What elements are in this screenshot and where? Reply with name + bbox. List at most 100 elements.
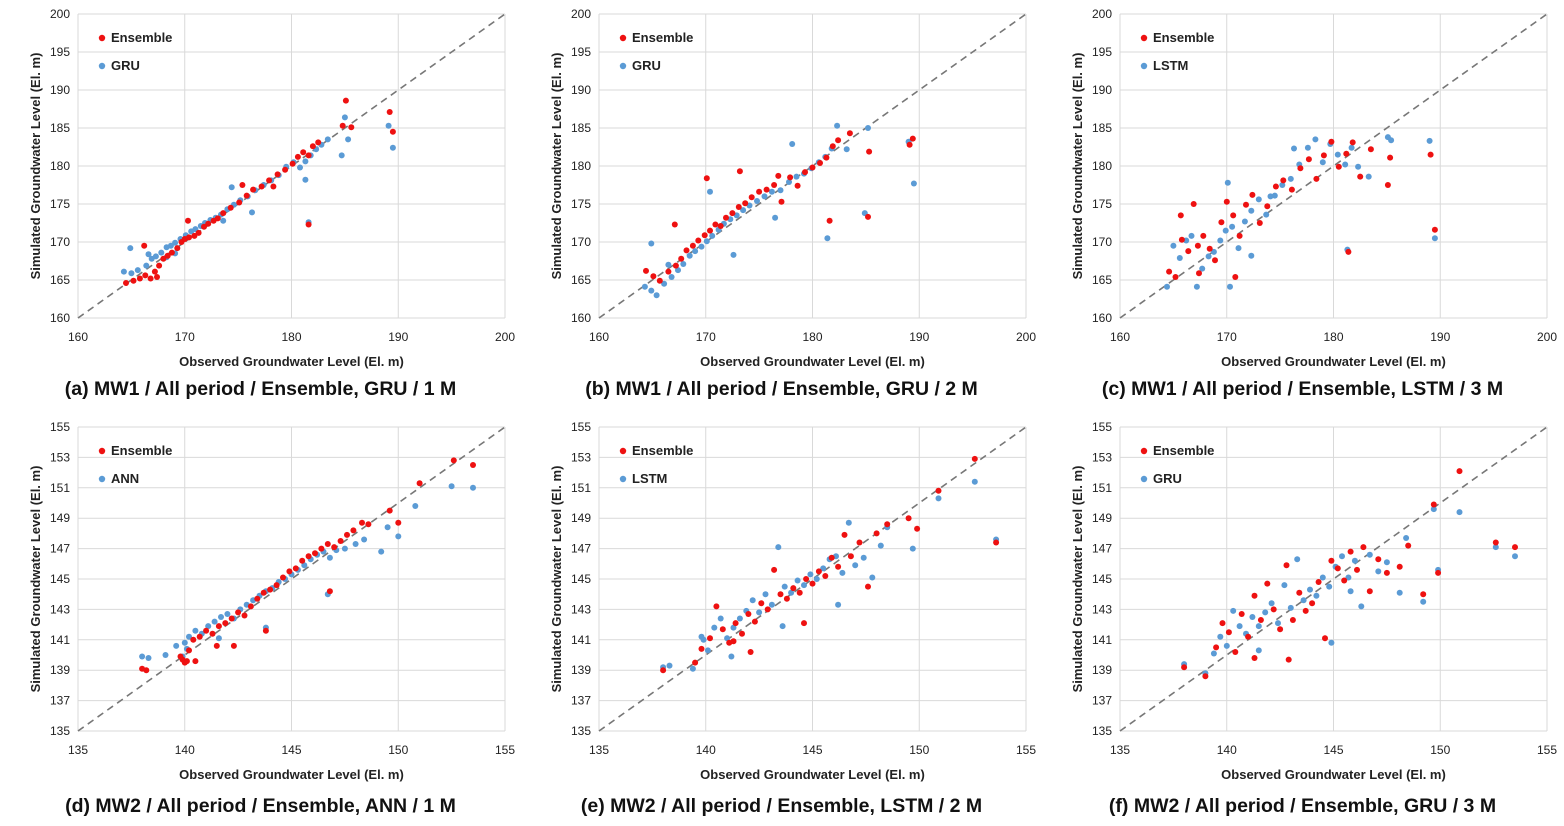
- point-model: [1403, 535, 1410, 541]
- point-ensemble: [222, 620, 229, 627]
- point-ensemble: [143, 667, 150, 674]
- point-ensemble: [809, 164, 816, 171]
- point-ensemble: [1264, 580, 1271, 587]
- point-model: [134, 267, 141, 274]
- point-ensemble: [339, 122, 346, 129]
- y-tick-label: 137: [50, 694, 70, 708]
- point-model: [470, 484, 476, 491]
- point-ensemble: [174, 245, 181, 252]
- point-model: [661, 280, 668, 287]
- y-tick-label: 153: [1092, 450, 1112, 464]
- point-ensemble: [386, 507, 393, 514]
- point-ensemble: [1225, 629, 1232, 636]
- y-axis-title: Simulated Groundwater Level (El. m): [1070, 53, 1085, 280]
- y-tick-label: 137: [571, 694, 591, 708]
- point-ensemble: [650, 273, 657, 280]
- point-model: [1241, 218, 1248, 225]
- point-ensemble: [213, 642, 220, 649]
- point-ensemble: [778, 198, 785, 205]
- panel-f: 135 140 145 150 155 135 137 139 141 143 145 147 149 1…: [1042, 413, 1563, 826]
- x-tick-label: 145: [802, 743, 822, 757]
- x-axis-title: Observed Groundwater Level (El. m): [700, 767, 925, 782]
- point-model: [192, 627, 199, 634]
- point-model: [835, 601, 842, 608]
- point-ensemble: [1297, 165, 1304, 172]
- point-ensemble: [156, 262, 163, 269]
- y-axis-title: Simulated Groundwater Level (El. m): [1070, 466, 1085, 693]
- point-ensemble: [865, 583, 871, 590]
- point-ensemble: [168, 249, 175, 256]
- point-model: [167, 242, 174, 249]
- point-model: [1345, 574, 1352, 581]
- point-model: [728, 653, 735, 660]
- point-model: [1365, 173, 1372, 180]
- point-ensemble: [698, 645, 705, 652]
- point-ensemble: [723, 214, 729, 221]
- point-model: [686, 252, 693, 259]
- scatter-chart-e: 135 140 145 150 155 135 137 139 141 143 145 147 149 1…: [549, 420, 1036, 782]
- legend-marker: [1140, 447, 1148, 455]
- point-ensemble: [794, 182, 801, 189]
- y-tick-label: 155: [50, 420, 70, 434]
- y-tick-label: 137: [1092, 694, 1112, 708]
- y-tick-label: 170: [1092, 235, 1112, 249]
- legend-marker: [619, 34, 627, 42]
- point-ensemble: [846, 130, 853, 137]
- point-ensemble: [756, 188, 763, 195]
- point-model: [215, 635, 222, 642]
- point-model: [707, 188, 713, 195]
- legend-marker: [98, 475, 106, 483]
- point-model: [205, 623, 212, 630]
- legend-label: LSTM: [1153, 58, 1188, 73]
- point-ensemble: [201, 223, 207, 230]
- point-ensemble: [154, 274, 160, 280]
- y-tick-label: 175: [571, 197, 591, 211]
- point-ensemble: [1347, 548, 1354, 555]
- point-ensemble: [1272, 183, 1279, 190]
- point-model: [698, 243, 705, 250]
- point-model: [801, 582, 807, 589]
- legend-marker: [1140, 34, 1148, 42]
- point-model: [788, 589, 795, 596]
- x-tick-label: 135: [589, 743, 609, 757]
- point-model: [730, 624, 737, 631]
- point-ensemble: [1334, 565, 1341, 572]
- point-model: [641, 283, 648, 290]
- point-model: [709, 232, 716, 239]
- point-model: [1275, 620, 1281, 627]
- point-ensemble: [280, 574, 286, 581]
- y-tick-label: 145: [1092, 572, 1112, 586]
- series-ensemble: [643, 130, 916, 284]
- point-model: [1248, 252, 1255, 259]
- point-ensemble: [1492, 539, 1499, 546]
- point-ensemble: [1435, 569, 1442, 576]
- point-ensemble: [1236, 232, 1243, 239]
- series-ensemble: [1181, 468, 1518, 680]
- x-tick-label: 155: [1537, 743, 1557, 757]
- x-tick-label: 135: [68, 743, 88, 757]
- legend-marker: [619, 475, 627, 483]
- y-tick-label: 175: [1092, 197, 1112, 211]
- point-ensemble: [470, 462, 476, 468]
- point-model: [653, 292, 660, 299]
- point-model: [724, 635, 731, 642]
- point-ensemble: [230, 642, 237, 649]
- point-ensemble: [300, 149, 307, 156]
- point-ensemble: [1257, 617, 1264, 623]
- point-ensemble: [717, 223, 724, 229]
- point-model: [1229, 223, 1236, 230]
- point-ensemble: [294, 153, 301, 160]
- series-gru: [641, 122, 917, 299]
- point-ensemble: [1190, 201, 1197, 207]
- point-ensemble: [751, 618, 758, 625]
- point-ensemble: [1396, 563, 1403, 570]
- point-model: [158, 249, 165, 256]
- point-model: [1347, 588, 1354, 595]
- point-model: [648, 287, 655, 294]
- point-model: [145, 655, 152, 661]
- point-ensemble: [309, 143, 316, 150]
- point-model: [1351, 557, 1358, 564]
- point-model: [1431, 235, 1438, 242]
- point-model: [843, 146, 850, 153]
- y-tick-label: 195: [571, 45, 591, 59]
